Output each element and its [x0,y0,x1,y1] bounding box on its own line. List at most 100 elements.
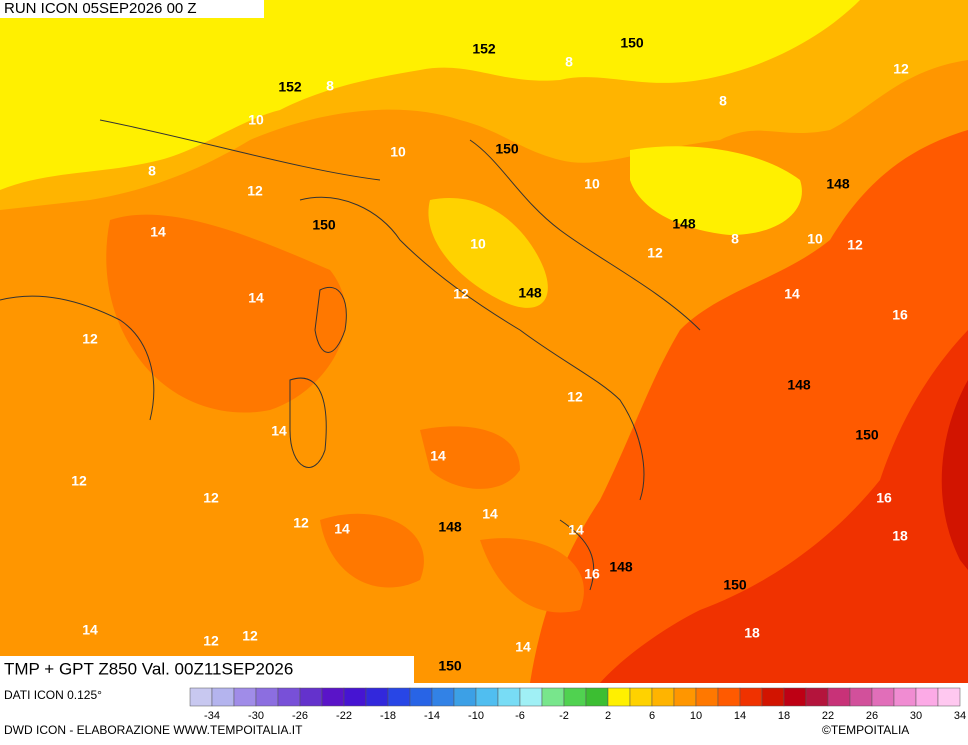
temperature-label: 12 [293,515,309,531]
temperature-label: 12 [847,237,863,253]
colorbar-label: -30 [248,710,264,722]
data-source: DATI ICON 0.125° [4,688,102,702]
colorbar-swatch [739,687,763,707]
temperature-label: 10 [248,112,264,128]
zone [428,198,548,308]
geopotential-label: 148 [438,519,462,535]
colorbar-swatch [233,687,257,707]
temperature-label: 10 [390,144,406,160]
geopotential-label: 148 [518,285,542,301]
colorbar-swatch [453,687,477,707]
colorbar-label: 26 [866,710,878,722]
colorbar-swatch [871,687,895,707]
colorbar-swatch [255,687,279,707]
temperature-label: 14 [334,521,350,537]
colorbar-label: 14 [734,710,746,722]
geopotential-label: 150 [312,217,336,233]
temperature-label: 12 [567,389,583,405]
colorbar-label: -2 [559,710,569,722]
temperature-label: 8 [719,93,727,109]
temperature-label: 10 [584,176,600,192]
colorbar-swatch [849,687,873,707]
geopotential-label: 150 [855,427,879,443]
colorbar-swatch [761,687,785,707]
temperature-label: 8 [731,231,739,247]
colorbar-swatch [519,687,543,707]
temperature-label: 12 [647,245,663,261]
temperature-label: 14 [784,286,800,302]
colorbar-swatch [563,687,587,707]
temperature-label: 12 [247,183,263,199]
colorbar-label: 34 [954,710,966,722]
run-label: RUN ICON 05SEP2026 00 Z [4,0,197,17]
geopotential-label: 148 [609,559,633,575]
colorbar-swatch [387,687,411,707]
colorbar-label: 22 [822,710,834,722]
colorbar-swatch [607,687,631,707]
geopotential-label: 150 [495,141,519,157]
zone [941,380,968,570]
temperature-label: 12 [71,473,87,489]
temperature-label: 8 [565,54,573,70]
zone [320,513,424,588]
colorbar-swatch [497,687,521,707]
geopotential-label: 150 [620,35,644,51]
colorbar-swatch [717,687,741,707]
field-box [0,656,414,684]
temperature-label: 12 [893,61,909,77]
colorbar-label: -18 [380,710,396,722]
temperature-label: 16 [892,307,908,323]
colorbar-swatch [189,687,213,707]
geopotential-label: 148 [787,377,811,393]
temperature-label: 10 [807,231,823,247]
colorbar-swatch [585,687,609,707]
coastlines [0,119,701,591]
temperature-label: 12 [82,331,98,347]
colorbar-swatch [629,687,653,707]
zone [600,330,968,683]
zone [420,426,520,489]
colorbar-swatch [651,687,675,707]
colorbar-swatch [937,687,961,707]
temperature-label: 14 [430,448,446,464]
colorbar-swatch [541,687,565,707]
temperature-label: 14 [271,423,287,439]
temperature-label: 14 [568,522,584,538]
colorbar-swatch [211,687,235,707]
zone [630,146,802,235]
geopotential-label: 152 [278,79,302,95]
colorbar-swatch [827,687,851,707]
temperature-label: 16 [584,566,600,582]
colorbar-label: -6 [515,710,525,722]
colorbar-swatch [783,687,807,707]
temperature-label: 8 [148,163,156,179]
colorbar-swatch [475,687,499,707]
temperature-label: 14 [515,639,531,655]
colorbar-swatch [409,687,433,707]
colorbar-label: 2 [605,710,611,722]
colorbar-label: -34 [204,710,220,722]
temperature-label: 18 [892,528,908,544]
colorbar-label: 30 [910,710,922,722]
temperature-label: 10 [470,236,486,252]
temperature-label: 14 [82,622,98,638]
zone [480,538,584,613]
colorbar-label: -10 [468,710,484,722]
colorbar-label: 6 [649,710,655,722]
colorbar-swatch [299,687,323,707]
colorbar-swatch [277,687,301,707]
colorbar-swatch [805,687,829,707]
field-label: TMP + GPT Z850 Val. 00Z11SEP2026 [4,659,293,678]
temperature-label: 14 [150,224,166,240]
colorbar-swatch [893,687,917,707]
header-box [0,0,264,18]
temperature-label: 14 [248,290,264,306]
geopotential-label: 150 [438,658,462,674]
credit: DWD ICON - ELABORAZIONE WWW.TEMPOITALIA.… [4,723,303,737]
colorbar-swatch [343,687,367,707]
colorbar-label: -22 [336,710,352,722]
temperature-label: 12 [453,286,469,302]
copyright: ©TEMPOITALIA [822,723,909,737]
